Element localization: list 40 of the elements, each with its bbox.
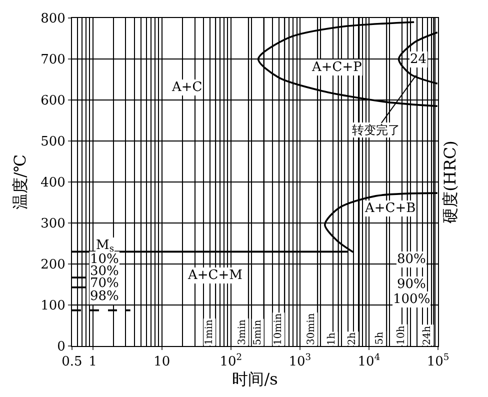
- y-tick-label: 600: [40, 94, 66, 109]
- annotation: 90%: [397, 277, 426, 292]
- annotation: A+C+B: [364, 201, 416, 216]
- ref-line-label: 5h: [374, 331, 386, 345]
- annotation: A+C+P: [311, 60, 362, 75]
- annotation: 24: [410, 52, 427, 67]
- ref-line-label: 1h: [326, 332, 338, 346]
- annotation: 80%: [397, 252, 426, 267]
- annotation: 转变完了: [352, 123, 400, 137]
- x-tick-label: 10$^{4}$: [358, 353, 380, 370]
- annotation: 98%: [90, 289, 119, 304]
- y-tick-label: 100: [40, 298, 66, 314]
- y-tick-label: 200: [40, 258, 66, 273]
- x-axis-title: 时间/s: [232, 370, 278, 389]
- y-tick-label: 500: [40, 134, 66, 150]
- x-tick-label: 10$^{5}$: [426, 353, 450, 370]
- y-tick-label: 300: [40, 216, 66, 232]
- x-tick-label: 0.5: [62, 354, 82, 370]
- ref-line-label: 10h: [396, 325, 407, 345]
- ref-line-label: 1min: [204, 319, 216, 346]
- annotation: 100%: [393, 292, 430, 307]
- annotation: A+C: [171, 80, 202, 95]
- y-tick-label: 0: [57, 340, 66, 355]
- ref-line-label: 10min: [273, 312, 284, 346]
- ref-line-label: 2h: [347, 332, 358, 346]
- y-tick-label: 400: [40, 176, 66, 191]
- ref-line-label: 24h: [422, 325, 434, 346]
- annotation: A+C+M: [187, 268, 242, 283]
- annotation: 70%: [90, 276, 119, 291]
- x-tick-label: 10$^{2}$: [220, 353, 242, 370]
- ref-line-label: 5min: [252, 319, 264, 346]
- y-axis-title: 温度/℃: [10, 154, 30, 210]
- ref-line-label: 30min: [306, 312, 318, 346]
- ref-line-label: 3min: [237, 318, 248, 345]
- x-tick-label: 10$^{3}$: [288, 353, 312, 370]
- y-tick-label: 800: [40, 12, 66, 27]
- x-tick-label: 10: [154, 354, 170, 370]
- y-tick-label: 700: [40, 52, 66, 68]
- x-tick-label: 1: [88, 354, 97, 370]
- y2-axis-title: 硬度(HRC): [440, 140, 460, 224]
